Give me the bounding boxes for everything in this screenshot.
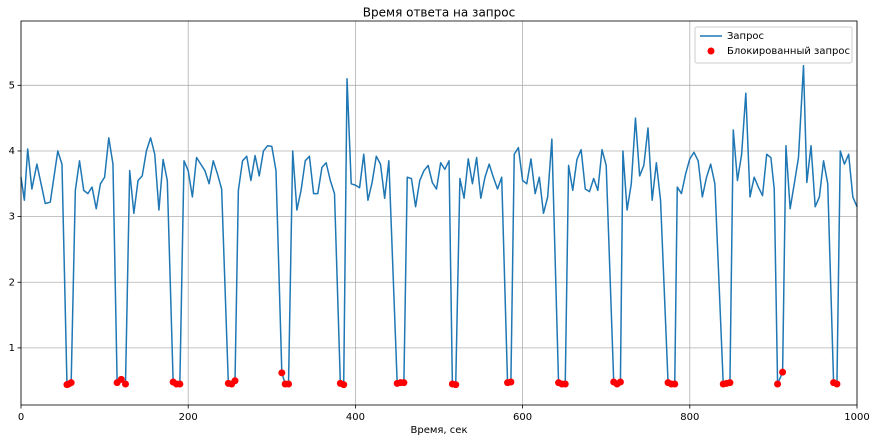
y-tick-label: 2	[9, 277, 15, 288]
x-tick-label: 200	[179, 412, 198, 423]
x-tick-label: 600	[513, 412, 532, 423]
scatter-point	[779, 368, 787, 376]
chart-title: Время ответа на запрос	[363, 6, 515, 20]
scatter-point	[726, 379, 734, 387]
legend-marker	[707, 47, 715, 55]
scatter-point	[67, 379, 75, 387]
x-axis-label: Время, сек	[411, 425, 468, 436]
x-tick-label: 400	[346, 412, 365, 423]
scatter-point	[285, 380, 293, 388]
scatter-point	[774, 380, 782, 388]
scatter-point	[507, 378, 515, 386]
x-tick-label: 800	[680, 412, 699, 423]
scatter-point	[400, 379, 408, 387]
scatter-point	[340, 381, 348, 389]
y-tick-label: 1	[9, 343, 15, 354]
y-tick-label: 4	[9, 146, 15, 157]
legend-label: Запрос	[727, 31, 764, 42]
y-tick-label: 5	[9, 80, 15, 91]
scatter-point	[122, 380, 129, 388]
plot-frame	[20, 20, 858, 406]
scatter-point	[561, 380, 569, 388]
line-series	[20, 64, 858, 386]
y-tick-label: 3	[9, 212, 15, 223]
x-tick-label: 1000	[844, 412, 869, 423]
x-tick-label: 0	[18, 412, 24, 423]
scatter-point	[278, 369, 286, 377]
legend-label: Блокированный запрос	[727, 46, 850, 57]
scatter-point	[117, 375, 125, 383]
scatter-point	[452, 381, 460, 389]
scatter-point	[231, 377, 239, 385]
legend: Запрос Блокированный запрос	[694, 26, 853, 64]
scatter-point	[833, 380, 841, 388]
scatter-point	[616, 378, 624, 386]
plot	[20, 64, 858, 389]
scatter-point	[671, 380, 679, 388]
scatter-point	[176, 380, 184, 388]
legend-box	[694, 26, 853, 64]
